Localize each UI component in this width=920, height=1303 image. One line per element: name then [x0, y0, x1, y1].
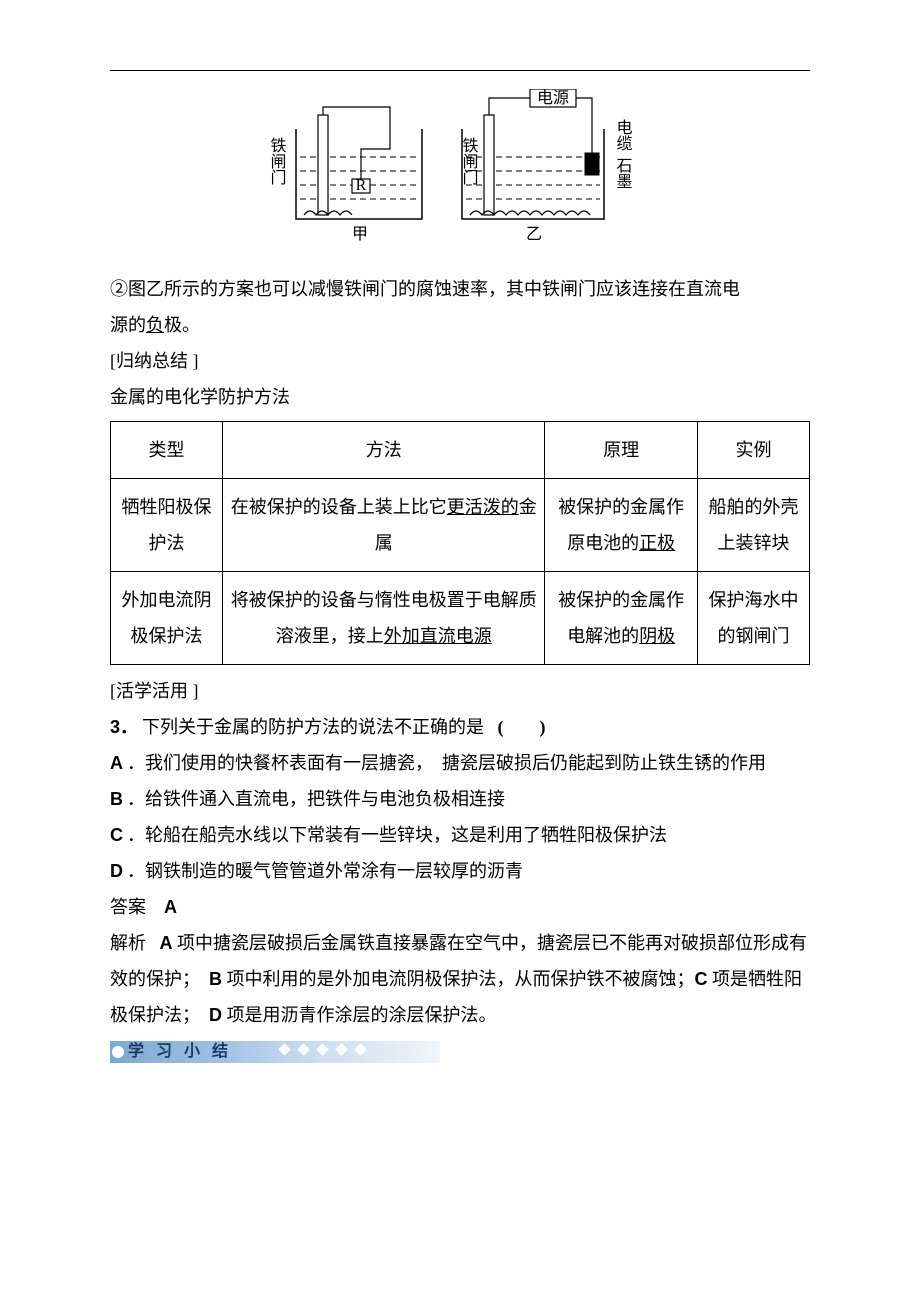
option-line: A．我们使用的快餐杯表面有一层搪瓷， 搪瓷层破损后仍能起到防止铁生锈的作用	[110, 745, 810, 781]
diagram-container: R 铁闸门 甲 电源 铁闸门 电缆 石墨 乙	[110, 89, 810, 261]
analysis-letter: A	[160, 933, 173, 953]
r-label: R	[356, 177, 367, 194]
option-letter: C	[110, 825, 123, 845]
table-header-row: 类型 方法 原理 实例	[111, 422, 810, 479]
answer-label: 答案	[110, 897, 146, 917]
table-row: 外加电流阴极保护法 将被保护的设备与惰性电极置于电解质溶液里，接上外加直流电源 …	[111, 572, 810, 665]
analysis-text: 项中利用的是外加电流阴极保护法，从而保护铁不被腐蚀；	[222, 969, 695, 989]
analysis-body: A 项中搪瓷层破损后金属铁直接暴露在空气中，搪瓷层已不能再对破损部位形成有效的保…	[110, 933, 807, 1025]
option-line: B．给铁件通入直流电，把铁件与电池负极相连接	[110, 781, 810, 817]
question-number: 3．	[110, 717, 138, 737]
analysis-label: 解析	[110, 933, 146, 953]
cell-method-1-u: 更活泼的	[447, 497, 519, 517]
iron-gate-left-label: 铁闸门	[270, 137, 287, 186]
summary-dot-icon	[354, 1043, 367, 1056]
heading-exercise-text: [活学活用 ]	[110, 681, 199, 701]
body-line-1-text: ②图乙所示的方案也可以减慢铁闸门的腐蚀速率，其中铁闸门应该连接在直流电	[110, 279, 740, 299]
cell-principle-1-u: 正极	[639, 533, 675, 553]
option-text: ．钢铁制造的暖气管管道外常涂有一层较厚的沥青	[127, 861, 523, 881]
cell-example-2: 保护海水中的钢闸门	[697, 572, 809, 665]
answer-line: 答案 A	[110, 889, 810, 925]
body-line-2-suf: 极。	[164, 315, 200, 335]
th-principle: 原理	[545, 422, 698, 479]
options-container: A．我们使用的快餐杯表面有一层搪瓷， 搪瓷层破损后仍能起到防止铁生锈的作用B．给…	[110, 745, 810, 889]
heading-exercise: [活学活用 ]	[110, 673, 810, 709]
option-text: ．给铁件通入直流电，把铁件与电池负极相连接	[127, 789, 505, 809]
answer-value: A	[164, 897, 177, 917]
body-line-2-pre: 源的	[110, 315, 146, 335]
cable-label: 电缆	[614, 119, 633, 151]
caption-right: 乙	[526, 226, 542, 243]
option-text: ．我们使用的快餐杯表面有一层搪瓷， 搪瓷层破损后仍能起到防止铁生锈的作用	[127, 753, 766, 773]
summary-bar-text: 学 习 小 结	[128, 1041, 232, 1063]
cell-method-1: 在被保护的设备上装上比它更活泼的金属	[223, 479, 545, 572]
option-text: ．轮船在船壳水线以下常装有一些锌块，这是利用了牺牲阳极保护法	[127, 825, 667, 845]
cell-example-1: 船舶的外壳上装锌块	[697, 479, 809, 572]
th-example: 实例	[697, 422, 809, 479]
iron-gate-right-label: 铁闸门	[460, 137, 479, 186]
summary-dot-icon	[278, 1043, 291, 1056]
underline-negative: 负	[146, 315, 164, 335]
summary-dot-icon	[335, 1043, 348, 1056]
analysis-letter: C	[695, 969, 708, 989]
heading-summary-text: [归纳总结 ]	[110, 351, 199, 371]
body-line-2: 源的负极。	[110, 307, 810, 343]
caption-left: 甲	[352, 226, 368, 243]
summary-bar-bullet-icon	[112, 1046, 124, 1058]
top-rule	[110, 70, 810, 71]
analysis-paragraph: 解析 A 项中搪瓷层破损后金属铁直接暴露在空气中，搪瓷层已不能再对破损部位形成有…	[110, 925, 810, 1033]
left-apparatus: R 铁闸门 甲	[270, 107, 422, 243]
option-letter: B	[110, 789, 123, 809]
graphite-label: 石墨	[614, 157, 633, 189]
summary-dot-icon	[316, 1043, 329, 1056]
summary-dot-icon	[297, 1043, 310, 1056]
table-row: 牺牲阳极保护法 在被保护的设备上装上比它更活泼的金属 被保护的金属作原电池的正极…	[111, 479, 810, 572]
th-method: 方法	[223, 422, 545, 479]
analysis-letter: D	[209, 1005, 222, 1025]
analysis-letter: B	[209, 969, 222, 989]
analysis-text: 项是用沥青作涂层的涂层保护法。	[222, 1005, 497, 1025]
cell-method-1-pre: 在被保护的设备上装上比它	[231, 497, 447, 517]
summary-bar-dots	[280, 1045, 365, 1054]
cell-principle-2-u: 阴极	[639, 626, 675, 646]
question-paren: ( )	[498, 717, 546, 737]
protection-methods-table: 类型 方法 原理 实例 牺牲阳极保护法 在被保护的设备上装上比它更活泼的金属 被…	[110, 421, 810, 665]
option-line: D．钢铁制造的暖气管管道外常涂有一层较厚的沥青	[110, 853, 810, 889]
option-line: C．轮船在船壳水线以下常装有一些锌块，这是利用了牺牲阳极保护法	[110, 817, 810, 853]
option-letter: D	[110, 861, 123, 881]
cell-type-1: 牺牲阳极保护法	[111, 479, 223, 572]
heading-summary: [归纳总结 ]	[110, 343, 810, 379]
cell-type-2: 外加电流阴极保护法	[111, 572, 223, 665]
option-letter: A	[110, 753, 123, 773]
cell-principle-2: 被保护的金属作电解池的阴极	[545, 572, 698, 665]
body-line-1: ②图乙所示的方案也可以减慢铁闸门的腐蚀速率，其中铁闸门应该连接在直流电	[110, 271, 810, 307]
summary-bar: 学 习 小 结	[110, 1041, 440, 1063]
power-source-label: 电源	[537, 89, 569, 107]
question-text: 下列关于金属的防护方法的说法不正确的是	[142, 717, 484, 737]
cell-method-2-u: 外加直流电源	[384, 626, 492, 646]
analysis-text: 项中搪瓷层破损后金属铁直接暴露在空气中，搪瓷层已不能再对破损部	[173, 933, 736, 953]
cell-method-2: 将被保护的设备与惰性电极置于电解质溶液里，接上外加直流电源	[223, 572, 545, 665]
th-type: 类型	[111, 422, 223, 479]
intro-text: 金属的电化学防护方法	[110, 387, 290, 407]
intro-line: 金属的电化学防护方法	[110, 379, 810, 415]
question-stem: 3．下列关于金属的防护方法的说法不正确的是 ( )	[110, 709, 810, 745]
right-apparatus: 电源 铁闸门 电缆 石墨 乙	[460, 89, 633, 243]
corrosion-protection-diagram: R 铁闸门 甲 电源 铁闸门 电缆 石墨 乙	[270, 89, 650, 249]
cell-principle-1: 被保护的金属作原电池的正极	[545, 479, 698, 572]
